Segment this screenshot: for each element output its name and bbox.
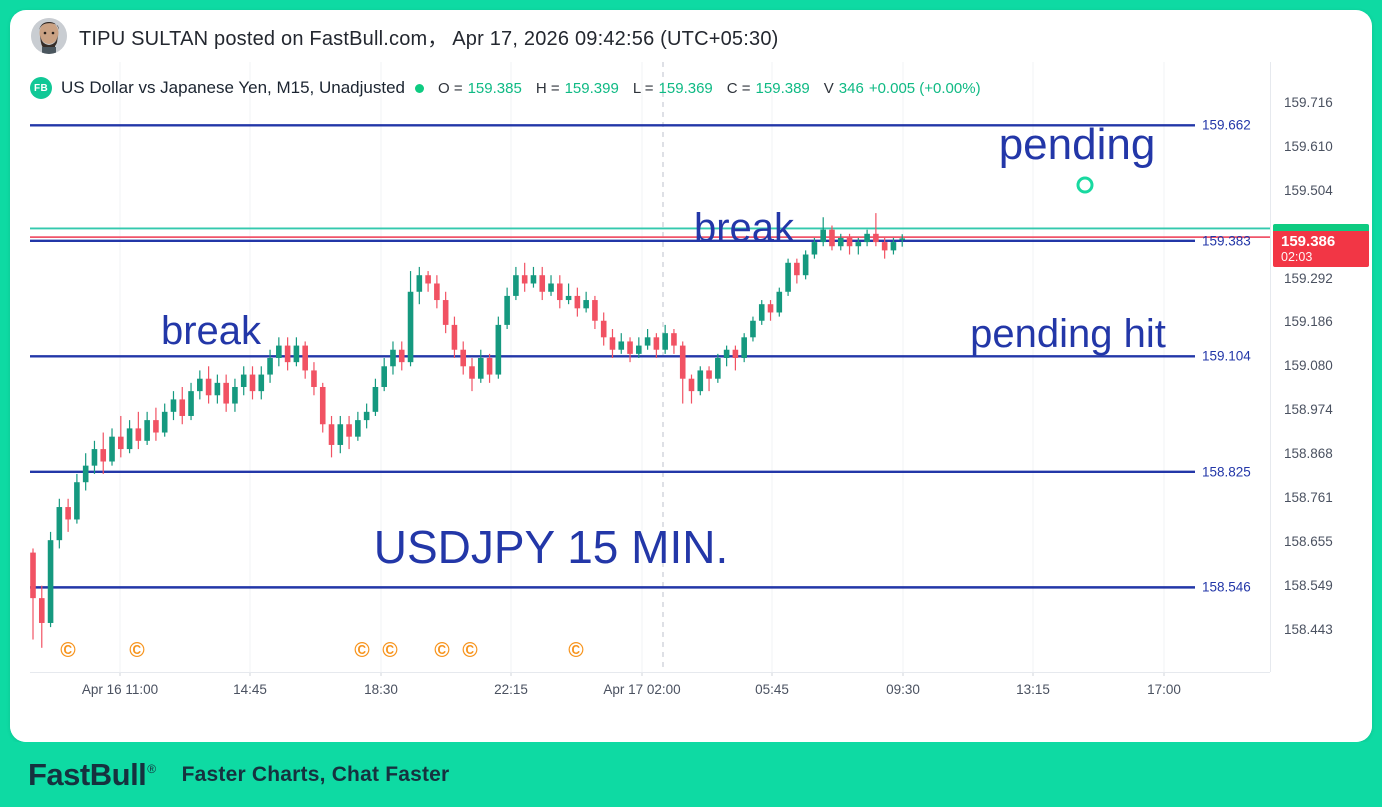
post-header: TIPU SULTAN posted on FastBull.com， Apr … [10,10,1372,62]
time-axis-tick: Apr 16 11:00 [81,682,159,697]
high-label: H = [535,79,560,97]
chart-title-row: FB US Dollar vs Japanese Yen, M15, Unadj… [30,76,981,100]
copyright-icon: © [354,639,370,662]
change-value: +0.005 (+0.00%) [868,79,981,97]
price-axis-tick: 159.186 [1284,314,1333,330]
price-axis-tick: 159.292 [1284,270,1333,286]
level-price-label: 158.825 [1202,464,1251,480]
last-price-badge: 159.386 02:03 [1273,231,1369,268]
fastbull-wordmark: FastBull® [28,756,156,792]
price-axis-tick: 158.549 [1284,578,1333,594]
chart-annotation: pending hit [970,312,1166,356]
copyright-icon: © [382,639,398,662]
level-price-label: 159.104 [1202,348,1251,364]
brand-footer: FastBull® Faster Charts, Chat Faster [0,742,1382,807]
high-value: 159.399 [564,79,619,97]
volume-value: 346 [838,79,864,97]
avatar-photo [31,18,67,54]
candle-countdown: 02:03 [1281,250,1313,265]
low-value: 159.369 [658,79,713,97]
time-axis-tick: 17:00 [1147,682,1181,697]
last-price-value: 159.386 [1281,233,1336,251]
close-value: 159.389 [755,79,810,97]
copyright-icon: © [462,639,478,662]
chart-annotation: break [160,309,262,353]
ohlc-readout: O = 159.385 H = 159.399 L = 159.369 C = … [438,80,981,97]
symbol-title: US Dollar vs Japanese Yen, M15, Unadjust… [61,78,405,97]
volume-label: V [823,79,834,97]
time-axis-tick: Apr 17 02:00 [603,682,681,697]
price-axis-tick: 158.868 [1284,446,1333,462]
price-axis-tick: 158.761 [1284,490,1333,506]
post-card: TIPU SULTAN posted on FastBull.com， Apr … [10,10,1372,742]
time-axis-tick: 22:15 [494,682,528,697]
current-price-badge: 159.386 02:03 [1273,224,1369,268]
alert-line-badge-cap [1273,224,1369,232]
brand-tagline: Faster Charts, Chat Faster [181,762,450,786]
copyright-icon: © [60,639,76,662]
price-axis-tick: 158.655 [1284,534,1333,550]
chart-area: FB US Dollar vs Japanese Yen, M15, Unadj… [10,62,1372,742]
registered-mark: ® [147,762,156,777]
candlestick-plot[interactable] [10,62,1270,710]
copyright-icon: © [568,639,584,662]
time-axis-tick: 14:45 [233,682,267,697]
copyright-icon: © [434,639,450,662]
price-axis-tick: 159.716 [1284,94,1333,110]
copyright-icon: © [129,639,145,662]
price-axis-tick: 159.610 [1284,138,1333,154]
chart-annotation: pending [998,120,1156,169]
price-axis-tick: 158.443 [1284,622,1333,637]
time-axis-separator [30,672,1270,673]
time-axis-tick: 13:15 [1016,682,1050,697]
open-label: O = [437,79,463,97]
time-axis-tick: 05:45 [755,682,789,697]
price-axis-separator [1270,62,1271,672]
close-label: C = [726,79,751,97]
author-line: TIPU SULTAN posted on FastBull.com， Apr … [79,27,779,50]
avatar [31,18,67,54]
time-axis-tick: 09:30 [886,682,920,697]
low-label: L = [632,79,654,97]
level-price-label: 158.546 [1202,579,1251,595]
fastbull-logo-icon: FB [30,77,52,99]
price-axis-tick: 159.080 [1284,358,1333,374]
chart-annotation: USDJPY 15 MIN. [373,521,729,573]
time-axis-tick: 18:30 [364,682,398,697]
level-price-label: 159.662 [1202,117,1251,133]
price-axis-tick: 159.504 [1284,182,1333,198]
price-axis-tick: 158.974 [1284,402,1333,418]
level-price-label: 159.383 [1202,233,1251,249]
chart-annotation: break [693,206,795,250]
open-value: 159.385 [467,79,522,97]
status-dot-icon [414,83,424,93]
